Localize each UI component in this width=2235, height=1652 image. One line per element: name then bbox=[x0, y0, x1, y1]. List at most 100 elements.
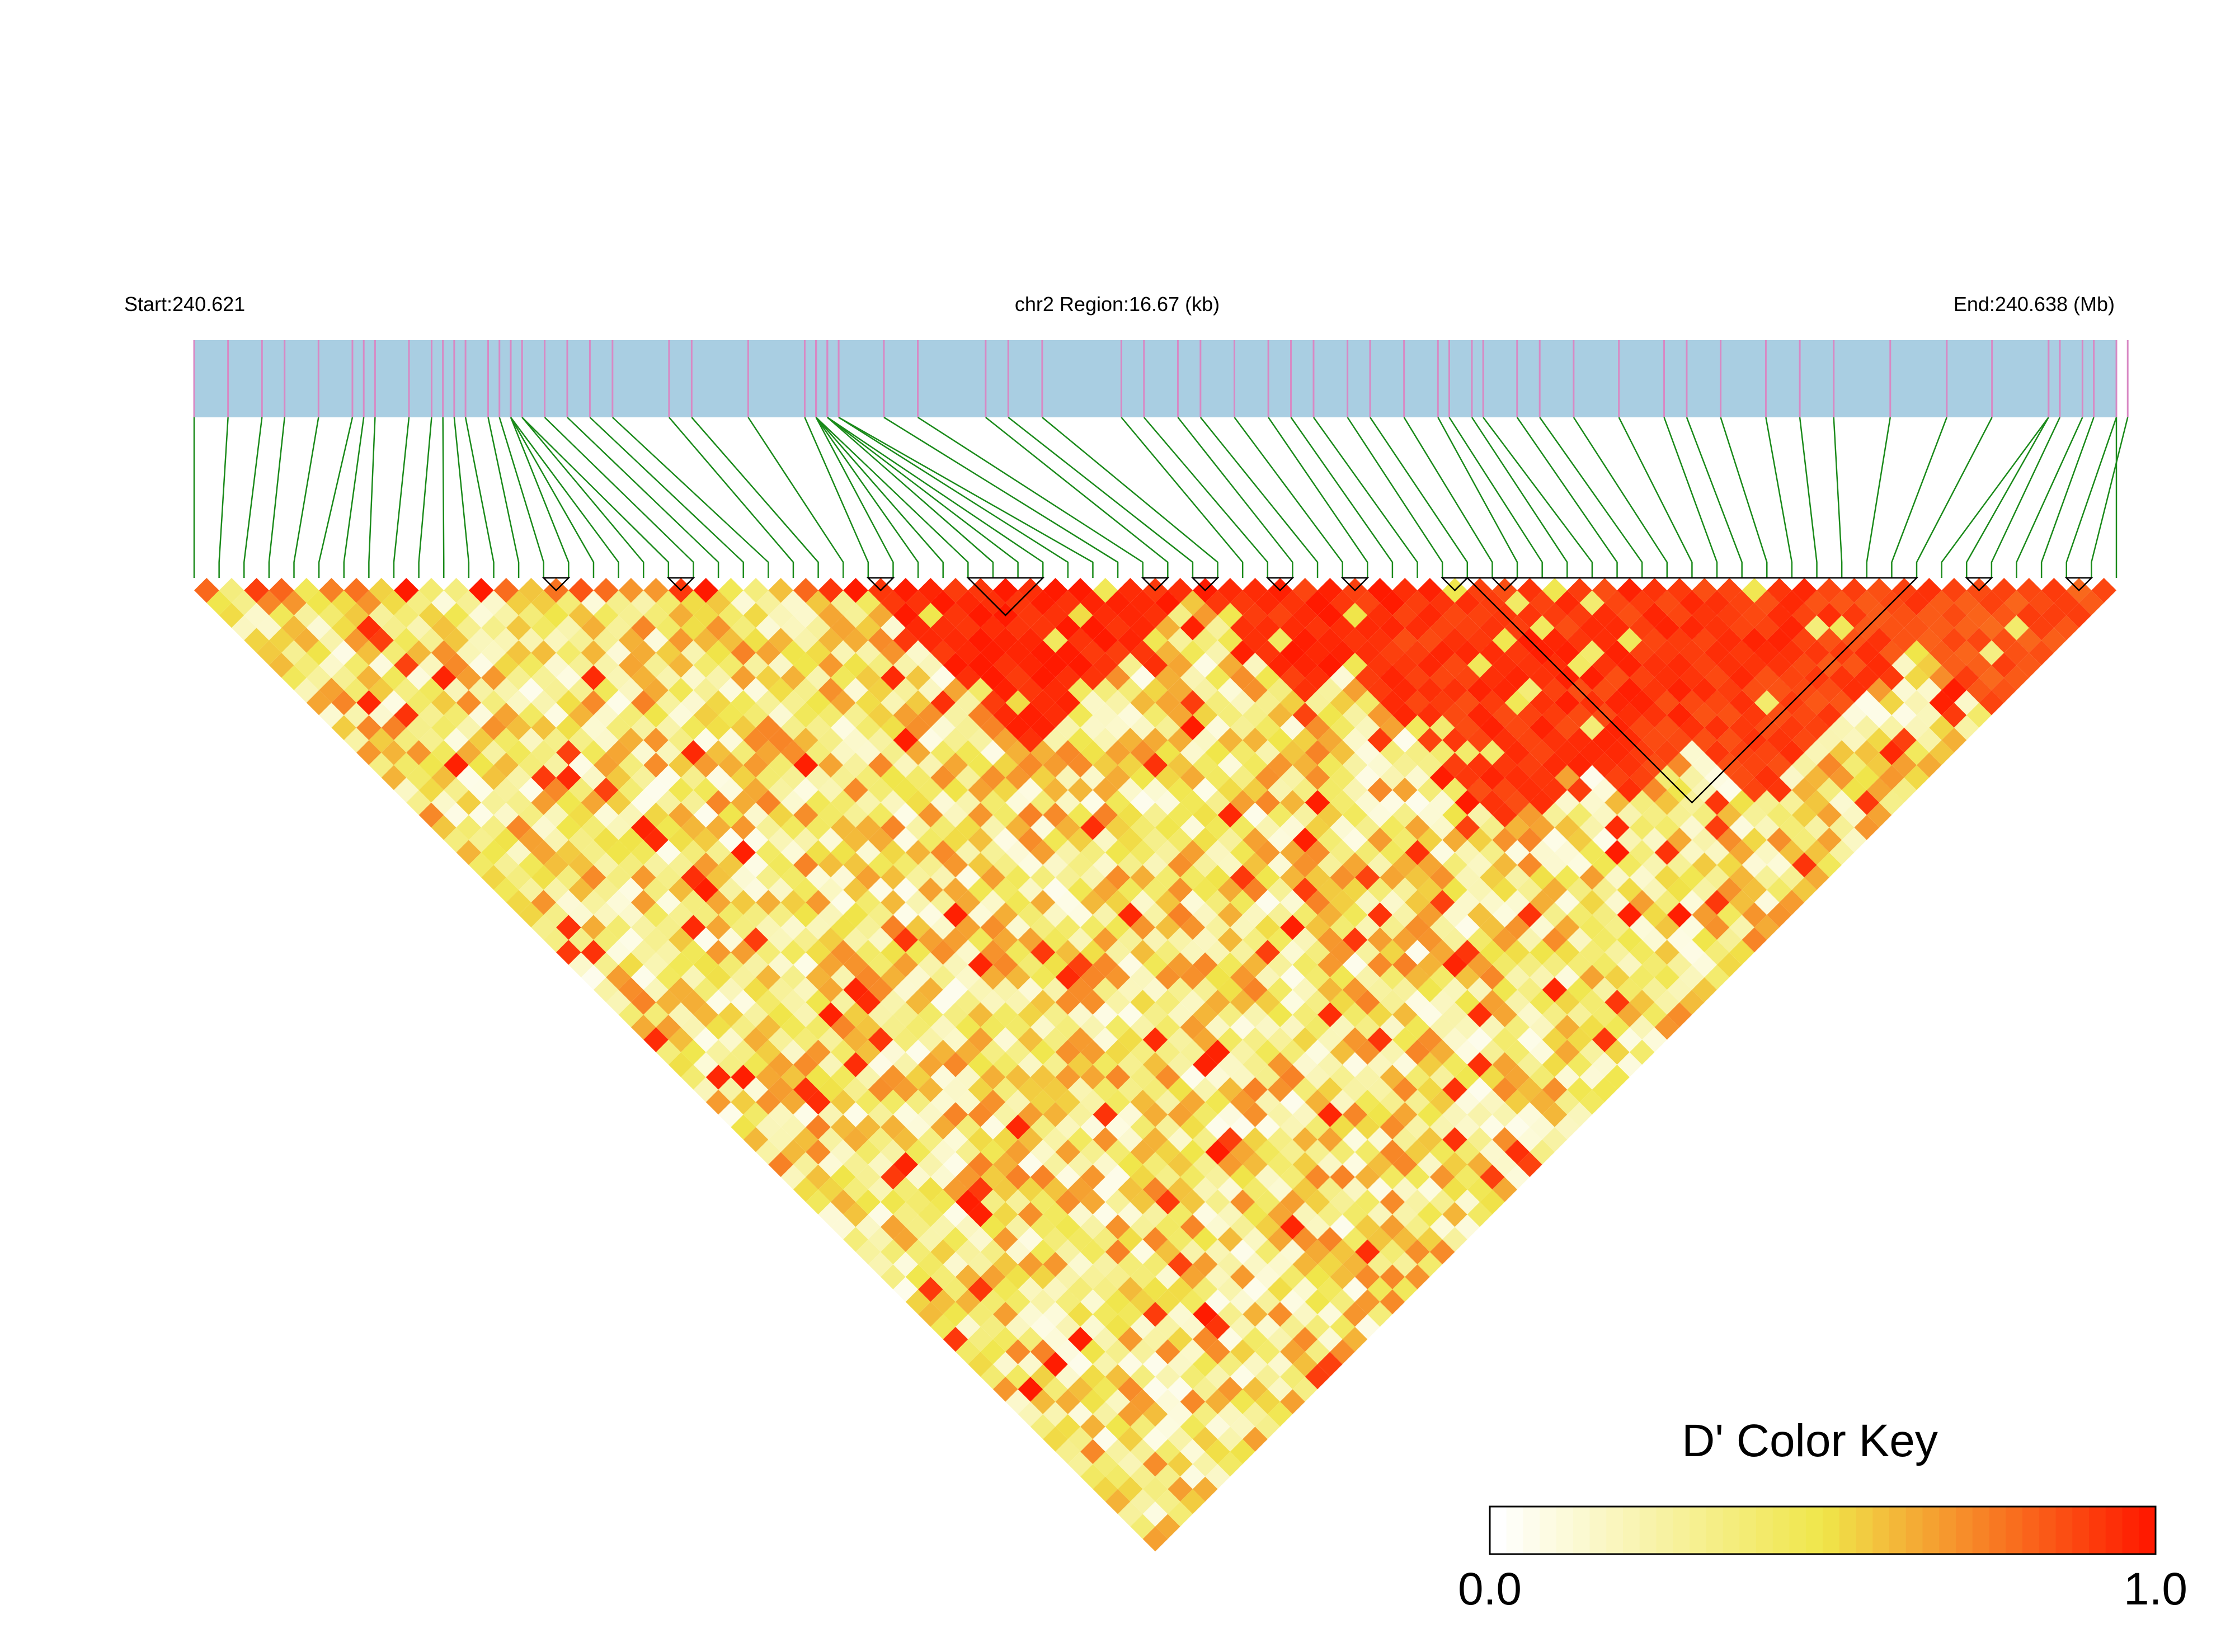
color-key-step bbox=[1656, 1507, 1674, 1554]
ld-cell bbox=[1030, 690, 1056, 716]
ld-cell bbox=[1480, 790, 1505, 815]
ld-cell bbox=[1380, 990, 1405, 1015]
ld-cell bbox=[356, 665, 382, 690]
snp-connector-line bbox=[1916, 417, 1993, 578]
ld-cell bbox=[1779, 665, 1805, 690]
color-key-step bbox=[1872, 1507, 1890, 1554]
ld-cell bbox=[968, 1127, 993, 1152]
ld-cell bbox=[705, 765, 731, 790]
haplotype-block-outline bbox=[1465, 577, 1919, 804]
ld-cell bbox=[1318, 1127, 1343, 1152]
ld-cell bbox=[1554, 1065, 1580, 1090]
ld-cell bbox=[1929, 640, 1954, 666]
ld-cell bbox=[1554, 590, 1580, 615]
ld-cell bbox=[1180, 840, 1206, 865]
ld-cell bbox=[1679, 815, 1705, 840]
ld-cell bbox=[1142, 1077, 1168, 1103]
ld-cell bbox=[1354, 840, 1380, 865]
ld-cell bbox=[668, 977, 694, 1003]
ld-cell bbox=[1779, 715, 1805, 741]
ld-cell bbox=[1842, 777, 1867, 803]
ld-cell bbox=[1130, 1389, 1155, 1414]
ld-cell bbox=[1392, 703, 1418, 728]
ld-cell bbox=[1455, 940, 1480, 965]
ld-cell bbox=[1280, 865, 1305, 890]
ld-cell bbox=[1255, 990, 1281, 1015]
ld-cell bbox=[893, 703, 919, 728]
ld-cell bbox=[743, 1002, 769, 1028]
ld-cell bbox=[1093, 677, 1118, 703]
ld-cell bbox=[1030, 1414, 1056, 1439]
ld-cell bbox=[1742, 703, 1767, 728]
ld-cell bbox=[1554, 915, 1580, 940]
ld-cell bbox=[681, 1039, 706, 1065]
ld-cell bbox=[1142, 1427, 1168, 1452]
ld-cell bbox=[918, 802, 943, 828]
ld-cell bbox=[918, 827, 943, 853]
ld-cell bbox=[493, 777, 519, 803]
color-key-step bbox=[1756, 1507, 1773, 1554]
ld-cell bbox=[893, 1176, 919, 1202]
ld-cell bbox=[1093, 1352, 1118, 1377]
ld-cell bbox=[881, 590, 906, 615]
ld-cell bbox=[893, 852, 919, 878]
ld-cell bbox=[1442, 1027, 1467, 1052]
ld-cell bbox=[1180, 940, 1206, 965]
ld-cell bbox=[1455, 815, 1480, 840]
ld-cell bbox=[1667, 628, 1692, 653]
ld-cell bbox=[893, 1127, 919, 1152]
ld-cell bbox=[881, 964, 906, 990]
ld-cell bbox=[992, 1326, 1018, 1352]
ld-cell bbox=[1704, 590, 1730, 615]
ld-cell bbox=[1243, 852, 1268, 878]
ld-cell bbox=[593, 802, 619, 828]
ld-cell bbox=[1530, 865, 1555, 890]
ld-cell bbox=[643, 952, 669, 977]
ld-cell bbox=[793, 1102, 818, 1127]
ld-cell bbox=[1180, 1114, 1206, 1140]
ld-cell bbox=[519, 727, 544, 753]
ld-cell bbox=[1055, 590, 1081, 615]
ld-cell bbox=[431, 615, 457, 641]
ld-cell bbox=[1679, 889, 1705, 915]
ld-cell bbox=[780, 590, 806, 615]
ld-cell bbox=[244, 578, 269, 603]
ld-cell bbox=[1105, 1239, 1131, 1265]
ld-cell bbox=[1679, 640, 1705, 666]
ld-cell bbox=[992, 902, 1018, 928]
ld-cell bbox=[356, 715, 382, 741]
snp-connector-line bbox=[1891, 417, 1947, 578]
ld-cell bbox=[705, 1089, 731, 1115]
ld-cell bbox=[1280, 615, 1305, 641]
ld-cell bbox=[1318, 677, 1343, 703]
ld-cell bbox=[1342, 603, 1368, 628]
haplotype-block-outlines bbox=[542, 577, 2093, 804]
ld-cell bbox=[556, 615, 581, 641]
snp-connector-line bbox=[1403, 417, 1493, 578]
ld-cell bbox=[668, 752, 694, 778]
ld-cell bbox=[668, 802, 694, 828]
ld-cell bbox=[1093, 827, 1118, 853]
ld-cell bbox=[956, 1289, 981, 1315]
ld-cell bbox=[306, 590, 332, 615]
ld-cell bbox=[1055, 665, 1081, 690]
ld-cell bbox=[1367, 752, 1392, 778]
ld-cell bbox=[956, 1065, 981, 1090]
ld-cell bbox=[1305, 815, 1330, 840]
snp-connector-line bbox=[691, 417, 819, 578]
ld-cell bbox=[1354, 1264, 1380, 1289]
ld-cell bbox=[1243, 1127, 1268, 1152]
ld-cell bbox=[1354, 940, 1380, 965]
ld-cell bbox=[681, 790, 706, 815]
ld-cell bbox=[1292, 977, 1318, 1003]
ld-cell bbox=[1142, 802, 1168, 828]
ld-cell bbox=[1168, 652, 1193, 678]
ld-cell bbox=[1243, 902, 1268, 928]
ld-cell bbox=[1067, 1427, 1093, 1452]
ld-cell bbox=[1667, 927, 1692, 953]
ld-cell bbox=[1305, 1214, 1330, 1240]
ld-cell bbox=[881, 1239, 906, 1265]
ld-cell bbox=[930, 1239, 956, 1265]
snp-connector-line bbox=[611, 417, 769, 578]
ld-cell bbox=[1067, 1326, 1093, 1352]
